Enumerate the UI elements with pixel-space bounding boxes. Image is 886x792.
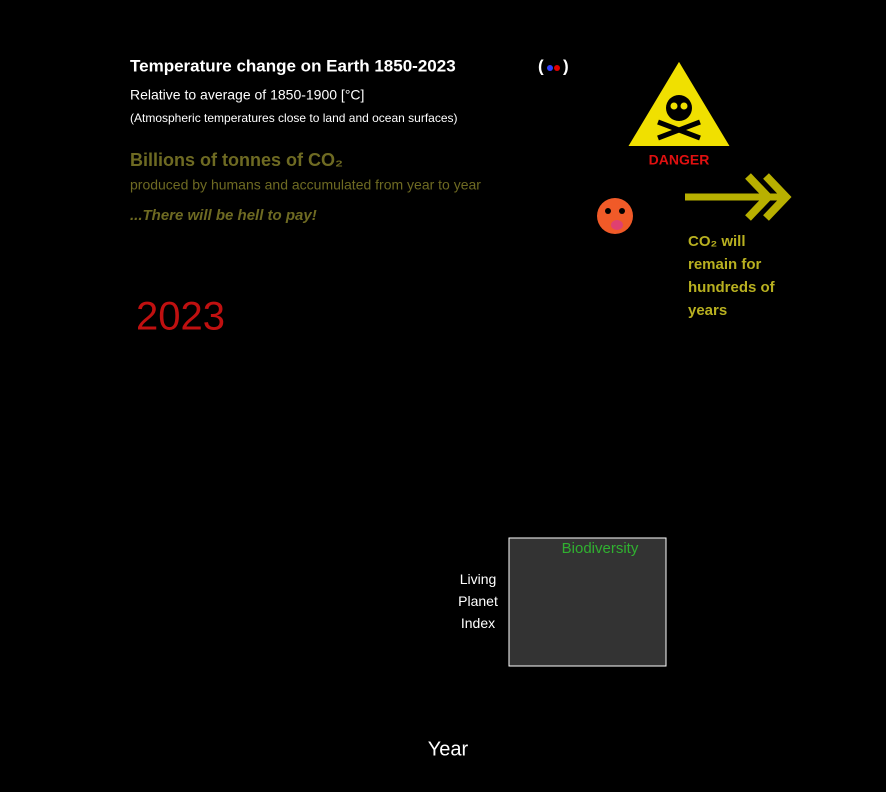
x-axis-label: Year [428,738,469,760]
inset-ylabel-box: Living Planet Index [458,571,498,631]
inset-frame [508,537,667,667]
inset-title: Biodiversity [562,540,639,557]
note: (Atmospheric temperatures close to land … [130,111,458,125]
svg-text:): ) [563,56,569,75]
title-dots: () [538,56,569,75]
co2-note-box: CO₂ will remain for hundreds of years [688,233,775,319]
co2-subtitle: produced by humans and accumulated from … [130,177,481,193]
danger-sign [623,56,735,150]
chart-title: Temperature change on Earth 1850-2023 [130,56,456,75]
co2-title: Billions of tonnes of CO₂ [130,150,343,170]
inset-ylabel: Living Planet Index [458,571,498,631]
danger-label: DANGER [649,152,710,168]
year-label: 2023 [136,295,225,339]
hot-face [597,198,633,234]
tagline: ...There will be hell to pay! [130,207,317,224]
co2-arrow [685,173,792,221]
svg-text:(: ( [538,56,544,75]
co2-note: CO₂ will remain for hundreds of years [688,233,775,319]
subtitle: Relative to average of 1850-1900 [°C] [130,87,364,103]
